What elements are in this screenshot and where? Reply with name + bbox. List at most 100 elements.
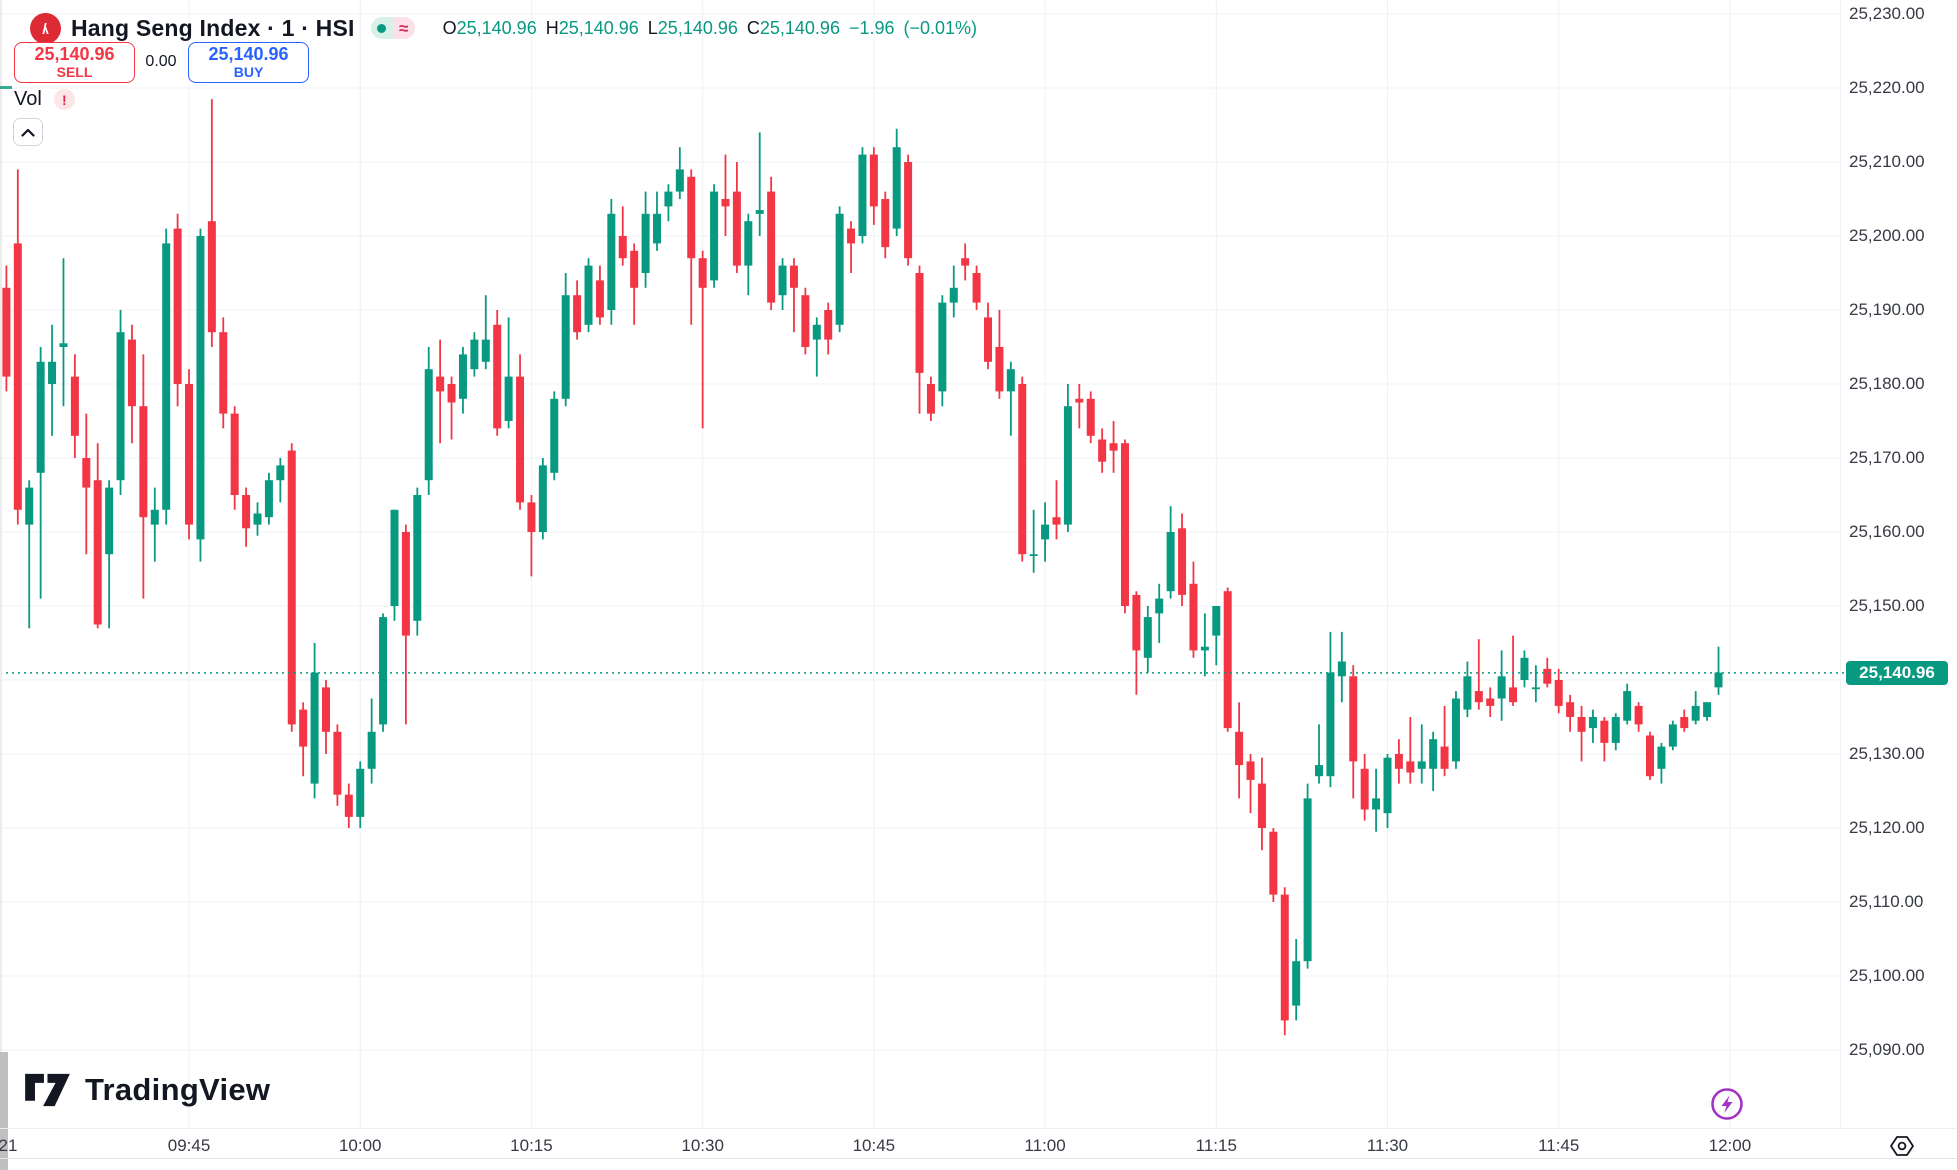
price-axis-label: 25,170.00	[1849, 448, 1925, 467]
candle-body	[812, 324, 821, 340]
time-axis-label: 11:00	[1024, 1136, 1066, 1155]
candle-body	[25, 487, 34, 525]
candle-body	[595, 280, 604, 318]
open-value: 25,140.96	[456, 17, 537, 38]
candle-body	[1086, 398, 1095, 436]
sell-button[interactable]: 25,140.96 SELL	[14, 42, 135, 83]
candle-body	[310, 672, 319, 784]
candle-body	[687, 176, 696, 259]
symbol-title[interactable]: Hang Seng Index · 1 · HSI	[71, 14, 355, 41]
candle-body	[1018, 384, 1027, 555]
candle-body	[984, 317, 993, 362]
candle-body	[573, 295, 582, 333]
candle-body	[1143, 617, 1152, 658]
spread-value: 0.00	[145, 52, 177, 70]
candle-body	[48, 361, 57, 384]
sell-label: SELL	[56, 64, 93, 81]
candle-body	[1223, 591, 1232, 729]
candle-body	[436, 376, 445, 392]
price-axis-label: 25,180.00	[1849, 374, 1925, 393]
candle-body	[367, 731, 376, 769]
candle-body	[1451, 698, 1460, 762]
buy-button[interactable]: 25,140.96 BUY	[188, 42, 309, 83]
window-edge-strip	[0, 1052, 8, 1170]
candle-body	[344, 794, 353, 817]
time-axis-label: 21	[0, 1136, 18, 1155]
candle-body	[926, 384, 935, 414]
realtime-dot-icon	[370, 17, 393, 39]
candle-body	[710, 191, 719, 281]
candle-body	[1098, 439, 1107, 462]
candle-body	[1006, 369, 1015, 392]
collapse-indicator-button[interactable]	[13, 118, 43, 146]
candle-body	[1646, 735, 1655, 777]
candle-body	[698, 258, 707, 288]
candle-body	[1566, 702, 1575, 717]
candle-body	[1326, 672, 1335, 777]
candle-body	[1406, 761, 1415, 773]
candle-body	[516, 376, 525, 503]
price-axis-label: 25,210.00	[1849, 152, 1925, 171]
candle-body	[1303, 798, 1312, 962]
candle-body	[287, 450, 296, 725]
candle-body	[835, 213, 844, 325]
time-axis-label: 12:00	[1708, 1136, 1752, 1155]
candle-body	[938, 302, 947, 392]
candle-body	[1155, 598, 1164, 614]
candle-body	[1680, 717, 1689, 729]
time-axis[interactable]: 21 09:45 10:00 10:15 10:30 10:45 11:00 11:15 11:…	[0, 1128, 1957, 1170]
candle-body	[1200, 646, 1209, 651]
candle-body	[253, 513, 262, 525]
candle-body	[424, 369, 433, 481]
price-axis-label: 25,200.00	[1849, 226, 1925, 245]
candle-body	[1360, 768, 1369, 810]
candle-body	[333, 731, 342, 795]
tv-logo-icon	[25, 1073, 70, 1107]
candle-body	[242, 495, 251, 529]
candle-body	[59, 343, 68, 347]
instant-order-mode-button[interactable]	[1710, 1087, 1744, 1121]
vol-indicator-label[interactable]: Vol	[14, 88, 42, 110]
candle-body	[1280, 894, 1289, 1021]
price-axis-label: 25,190.00	[1849, 300, 1925, 319]
price-axis-label: 25,130.00	[1849, 744, 1925, 763]
candle-body	[538, 465, 547, 532]
gear-icon	[1890, 1136, 1914, 1156]
price-axis-label: 25,150.00	[1849, 596, 1925, 615]
candle-body	[1166, 532, 1175, 592]
high-value: 25,140.96	[558, 17, 639, 38]
left-edge-line	[0, 0, 2, 1052]
candle-body	[869, 154, 878, 207]
price-axis-label: 25,110.00	[1849, 892, 1924, 911]
candle-body	[481, 339, 490, 362]
tv-logo-text: TradingView	[85, 1072, 271, 1107]
candle-body	[1611, 717, 1620, 743]
vol-alert-icon[interactable]: !	[53, 89, 75, 110]
candle-body	[1029, 554, 1038, 556]
change-percent: (−0.01%)	[903, 17, 978, 38]
candle-body	[1588, 717, 1597, 729]
candle-body	[1668, 724, 1677, 747]
sell-price: 25,140.96	[34, 44, 115, 65]
candle-body	[1109, 443, 1118, 451]
data-status-badge[interactable]: ≈	[370, 17, 415, 39]
candle-body	[949, 287, 958, 303]
price-axis[interactable]: 25,230.00 25,220.00 25,210.00 25,200.00 25,1…	[1840, 0, 1957, 1128]
candle-body	[641, 213, 650, 273]
candle-body	[1246, 761, 1255, 780]
candle-body	[527, 502, 536, 532]
tradingview-logo[interactable]: TradingView	[24, 1072, 270, 1108]
candle-body	[1623, 691, 1632, 721]
candle-body	[105, 487, 114, 555]
price-axis-separator	[1840, 0, 1841, 1128]
candle-body	[1714, 672, 1723, 688]
price-axis-label: 25,160.00	[1849, 522, 1925, 541]
candle-body	[470, 339, 479, 370]
candle-body	[550, 398, 559, 473]
candle-body	[755, 210, 764, 214]
scale-settings-button[interactable]	[1889, 1134, 1915, 1158]
candle-body	[744, 221, 753, 266]
candle-body	[1429, 739, 1438, 769]
